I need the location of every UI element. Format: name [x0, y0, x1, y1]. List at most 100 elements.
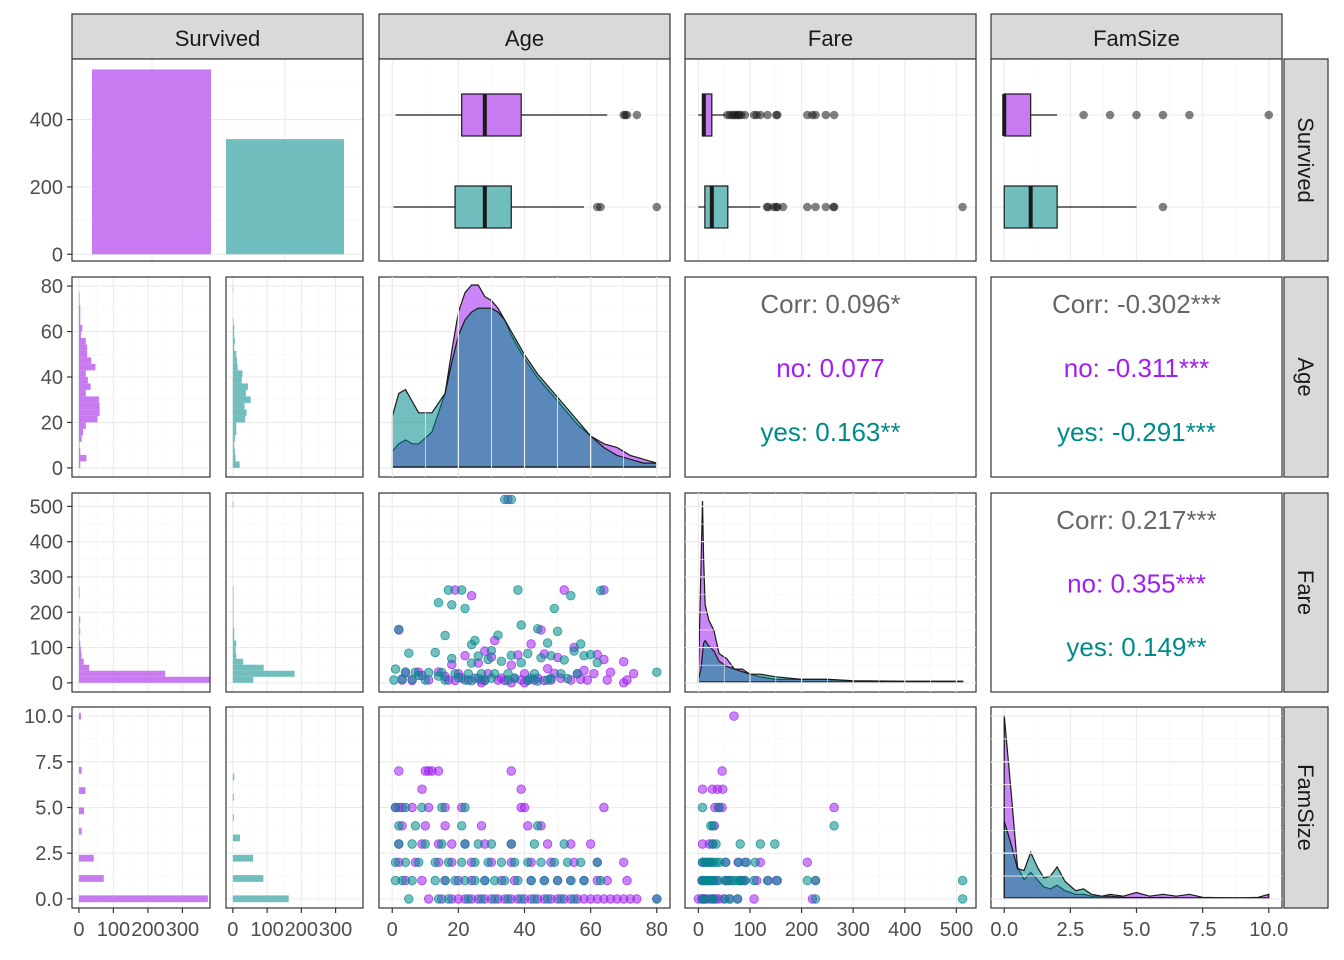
outlier-point [740, 110, 750, 120]
hist-bar [78, 854, 94, 862]
scatter-point-yes [440, 675, 450, 685]
outlier-point [821, 110, 831, 120]
scatter-point-yes [404, 894, 414, 904]
panel-border [990, 492, 1283, 693]
hist-panel-age-no [72, 277, 210, 477]
panel-border [71, 492, 211, 693]
scatter-point-yes [390, 802, 401, 813]
scatter-point-yes [443, 585, 454, 595]
hist-bar [232, 324, 235, 332]
scatter-point-yes [473, 651, 483, 661]
hist-bar [232, 592, 234, 599]
scatter-point-no [423, 894, 434, 904]
scatter-point-yes [389, 675, 399, 685]
x-tick-label-hist-yes: 300 [319, 919, 352, 941]
scatter-point-yes [400, 802, 411, 813]
corr-overall-text: Corr: -0.302*** [1052, 289, 1221, 319]
x-tick-label-hist-no: 300 [166, 919, 199, 941]
y-tick-label-fare: 300 [30, 567, 63, 589]
hist-bar [232, 318, 234, 325]
hist-bar [78, 461, 81, 468]
hist-bar [232, 357, 237, 364]
scatter-point-yes [394, 821, 404, 831]
scatter-point-yes [523, 675, 533, 685]
panel-background [991, 493, 1282, 692]
scatter-point-no [559, 585, 569, 595]
outlier-point [596, 202, 605, 212]
y-tick-label-age: 80 [41, 276, 63, 298]
x-tick-label-hist-no: 0 [73, 919, 84, 941]
outlier-point [958, 202, 967, 212]
panel-border [378, 58, 671, 262]
scatter-point-yes [526, 875, 536, 886]
scatter-point-yes [576, 639, 586, 649]
scatter-point-yes [542, 638, 553, 648]
hist-bar [78, 441, 80, 449]
scatter-point-yes [559, 655, 569, 665]
scatter-point-yes [536, 653, 546, 663]
y-tick-label-fare: 0 [52, 673, 63, 695]
outlier-point [821, 202, 831, 212]
x-tick-label-famsize: 5.0 [1123, 919, 1151, 941]
scatter-point-yes [414, 857, 424, 868]
hist-bar [78, 409, 100, 416]
panel-border [225, 276, 364, 478]
hist-bar [232, 376, 242, 384]
outlier-point [802, 202, 812, 212]
scatter-point-no [585, 839, 596, 849]
hist-bar [78, 422, 86, 429]
scatter-point-yes [566, 591, 576, 601]
hist-bar [78, 357, 92, 364]
x-tick-label-age: 60 [580, 919, 602, 941]
hist-bar [232, 664, 264, 671]
scatter-point-no [476, 821, 487, 831]
scatter-point-yes [569, 894, 579, 904]
hist-bar [232, 441, 235, 449]
scatter-point-yes [755, 839, 766, 849]
scatter-point-no [506, 660, 517, 670]
scatter-point-yes [460, 839, 470, 849]
y-tick-label-famsize: 5.0 [35, 798, 63, 820]
scatter-point-yes [400, 857, 411, 868]
scatter-point-yes [430, 647, 440, 658]
scatter-point-yes [536, 857, 546, 868]
scatter-point-yes [420, 675, 431, 685]
hist-panel-fare-yes [226, 493, 363, 692]
scatter-point-yes [576, 857, 586, 868]
scatter-point-yes [394, 839, 404, 849]
scatter-point-yes [595, 875, 606, 886]
scatter-point-yes [711, 839, 721, 849]
scatter-point-no [420, 821, 431, 831]
scatter-point-yes [473, 839, 483, 849]
hist-bar [78, 586, 80, 593]
panel-border [225, 706, 364, 909]
y-tick-label-famsize: 7.5 [35, 752, 63, 774]
scatter-point-yes [749, 875, 759, 886]
hist-bar [232, 640, 237, 647]
hist-bar [78, 383, 91, 390]
outlier-point [1158, 202, 1168, 212]
column-strip [378, 13, 671, 60]
scatter-point-yes [810, 875, 821, 886]
scatter-point-yes [440, 875, 450, 886]
scatter-point-no [447, 839, 457, 849]
scatter-point-yes [810, 894, 821, 904]
scatter-point-yes [569, 646, 579, 656]
hist-bar [232, 773, 235, 781]
x-tick-label-fare: 400 [888, 919, 921, 941]
scatter-point-no [829, 802, 839, 813]
hist-bar [78, 670, 166, 677]
hist-panel-famsize-yes [226, 707, 363, 908]
scatter-point-yes [476, 894, 487, 904]
scatter-point-no [417, 784, 427, 794]
corr-yes-text: yes: -0.291*** [1057, 417, 1216, 447]
hist-bar [78, 318, 81, 325]
hist-bar [78, 622, 80, 629]
row-strip [1283, 276, 1329, 478]
hist-bar [78, 787, 86, 794]
scatter-point-yes [390, 857, 401, 868]
hist-panel-age-yes [226, 277, 363, 477]
hist-bar [78, 448, 81, 455]
hist-bar [78, 875, 104, 882]
hist-bar [232, 646, 236, 653]
